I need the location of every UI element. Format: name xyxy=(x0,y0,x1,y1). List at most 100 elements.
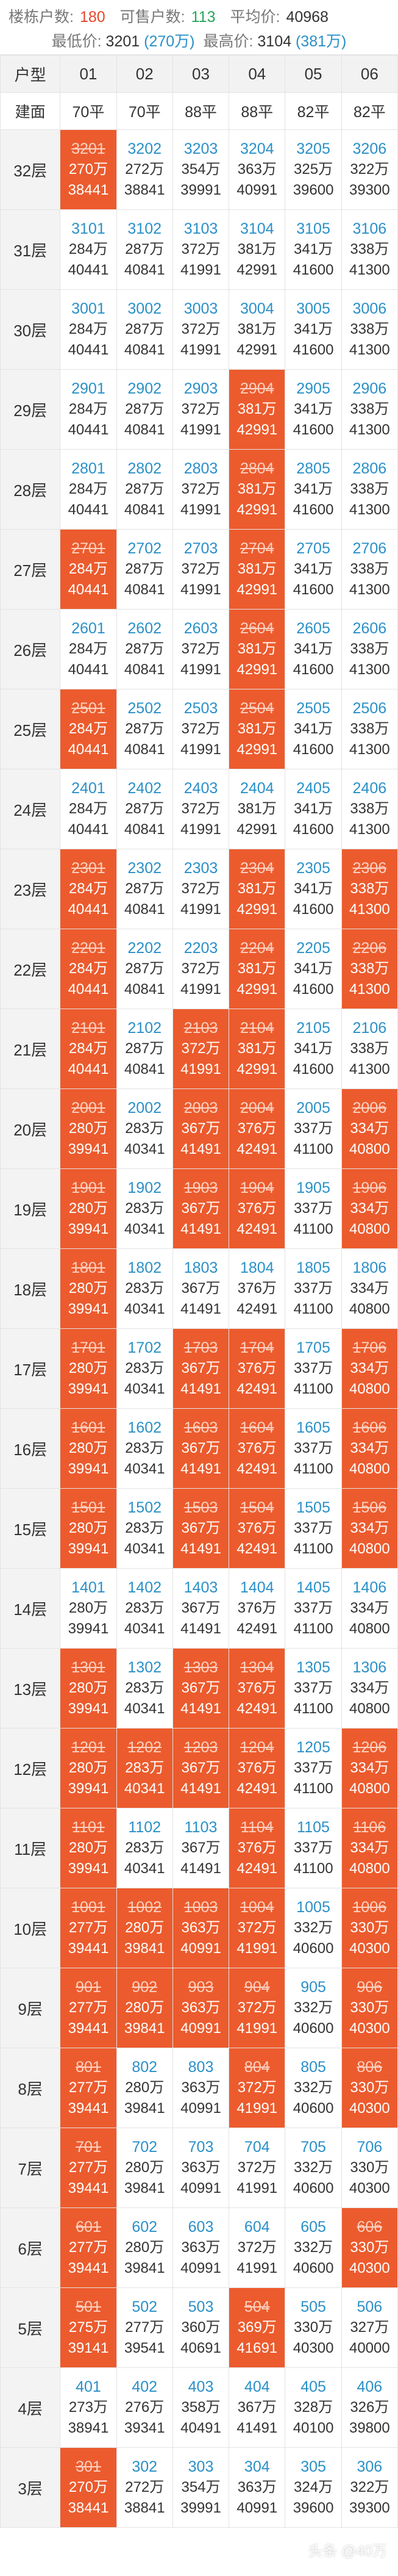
unit-cell-sold[interactable]: 1506 334万 40800 xyxy=(341,1488,398,1569)
unit-cell[interactable]: 1005 332万 40600 xyxy=(285,1888,342,1968)
unit-cell[interactable]: 305 324万 39600 xyxy=(285,2447,342,2528)
unit-cell[interactable]: 3203 354万 39991 xyxy=(172,129,230,210)
unit-cell-sold[interactable]: 1201 280万 39941 xyxy=(60,1728,117,1808)
unit-cell[interactable]: 1806 334万 40800 xyxy=(341,1248,398,1329)
unit-cell[interactable]: 1502 283万 40341 xyxy=(116,1488,173,1569)
unit-cell[interactable]: 802 280万 39841 xyxy=(116,2048,173,2128)
unit-cell[interactable]: 1702 283万 40341 xyxy=(116,1328,173,1409)
unit-cell[interactable]: 2901 284万 40441 xyxy=(60,369,117,450)
unit-cell-sold[interactable]: 2301 284万 40441 xyxy=(60,849,117,929)
unit-cell-sold[interactable]: 806 330万 40300 xyxy=(341,2048,398,2128)
unit-cell[interactable]: 3202 272万 38841 xyxy=(116,129,173,210)
unit-cell[interactable]: 3002 287万 40841 xyxy=(116,289,173,370)
unit-cell[interactable]: 2706 338万 41300 xyxy=(341,529,398,610)
unit-cell-sold[interactable]: 1204 376万 42491 xyxy=(229,1728,286,1808)
unit-cell-sold[interactable]: 2201 284万 40441 xyxy=(60,929,117,1009)
unit-cell-sold[interactable]: 2704 381万 42991 xyxy=(229,529,286,610)
unit-cell[interactable]: 1103 367万 41491 xyxy=(172,1808,230,1888)
unit-cell[interactable]: 603 363万 40991 xyxy=(172,2207,230,2288)
unit-cell[interactable]: 502 277万 39541 xyxy=(116,2287,173,2368)
unit-cell[interactable]: 1105 337万 41100 xyxy=(285,1808,342,1888)
unit-cell-sold[interactable]: 1701 280万 39941 xyxy=(60,1328,117,1409)
unit-cell[interactable]: 706 330万 40300 xyxy=(341,2128,398,2208)
unit-cell-sold[interactable]: 801 277万 39441 xyxy=(60,2048,117,2128)
unit-cell-sold[interactable]: 1603 367万 41491 xyxy=(172,1408,230,1489)
unit-cell[interactable]: 1306 334万 40800 xyxy=(341,1648,398,1729)
unit-cell-sold[interactable]: 2206 338万 41300 xyxy=(341,929,398,1009)
unit-cell-sold[interactable]: 1002 280万 39841 xyxy=(116,1888,173,1968)
unit-cell[interactable]: 1902 283万 40341 xyxy=(116,1168,173,1249)
unit-cell[interactable]: 503 360万 40691 xyxy=(172,2287,230,2368)
unit-cell[interactable]: 506 327万 40000 xyxy=(341,2287,398,2368)
unit-cell[interactable]: 3205 325万 39600 xyxy=(285,129,342,210)
unit-cell-sold[interactable]: 1106 334万 40800 xyxy=(341,1808,398,1888)
unit-cell-sold[interactable]: 1001 277万 39441 xyxy=(60,1888,117,1968)
unit-cell-sold[interactable]: 1301 280万 39941 xyxy=(60,1648,117,1729)
unit-cell[interactable]: 403 358万 40491 xyxy=(172,2367,230,2448)
unit-cell-sold[interactable]: 1206 334万 40800 xyxy=(341,1728,398,1808)
unit-cell[interactable]: 2806 338万 41300 xyxy=(341,449,398,530)
unit-cell[interactable]: 2905 341万 41600 xyxy=(285,369,342,450)
unit-cell[interactable]: 1405 337万 41100 xyxy=(285,1568,342,1649)
unit-cell-sold[interactable]: 2604 381万 42991 xyxy=(229,609,286,689)
unit-cell[interactable]: 2903 372万 41991 xyxy=(172,369,230,450)
unit-cell-sold[interactable]: 906 330万 40300 xyxy=(341,1968,398,2048)
unit-cell-sold[interactable]: 1304 376万 42491 xyxy=(229,1648,286,1729)
unit-cell-sold[interactable]: 606 330万 40300 xyxy=(341,2207,398,2288)
unit-cell-sold[interactable]: 2904 381万 42991 xyxy=(229,369,286,450)
unit-cell-sold[interactable]: 1006 330万 40300 xyxy=(341,1888,398,1968)
unit-cell-sold[interactable]: 1703 367万 41491 xyxy=(172,1328,230,1409)
unit-cell-sold[interactable]: 2006 334万 40800 xyxy=(341,1088,398,1169)
unit-cell[interactable]: 1406 334万 40800 xyxy=(341,1568,398,1649)
unit-cell-sold[interactable]: 1003 363万 40991 xyxy=(172,1888,230,1968)
unit-cell[interactable]: 1803 367万 41491 xyxy=(172,1248,230,1329)
unit-cell[interactable]: 3104 381万 42991 xyxy=(229,209,286,290)
unit-cell-sold[interactable]: 2101 284万 40441 xyxy=(60,1009,117,1089)
unit-cell-sold[interactable]: 1203 367万 41491 xyxy=(172,1728,230,1808)
unit-cell[interactable]: 1605 337万 41100 xyxy=(285,1408,342,1489)
unit-cell-sold[interactable]: 301 270万 38441 xyxy=(60,2447,117,2528)
unit-cell[interactable]: 3004 381万 42991 xyxy=(229,289,286,370)
unit-cell[interactable]: 2601 284万 40441 xyxy=(60,609,117,689)
unit-cell[interactable]: 3206 322万 39300 xyxy=(341,129,398,210)
unit-cell[interactable]: 1802 283万 40341 xyxy=(116,1248,173,1329)
unit-cell-sold[interactable]: 1704 376万 42491 xyxy=(229,1328,286,1409)
unit-cell-sold[interactable]: 904 372万 41991 xyxy=(229,1968,286,2048)
unit-cell-sold[interactable]: 504 369万 41691 xyxy=(229,2287,286,2368)
unit-cell-sold[interactable]: 2204 381万 42991 xyxy=(229,929,286,1009)
unit-cell[interactable]: 702 280万 39841 xyxy=(116,2128,173,2208)
unit-cell[interactable]: 1205 337万 41100 xyxy=(285,1728,342,1808)
unit-cell-sold[interactable]: 2701 284万 40441 xyxy=(60,529,117,610)
unit-cell[interactable]: 3204 363万 40991 xyxy=(229,129,286,210)
unit-cell[interactable]: 1705 337万 41100 xyxy=(285,1328,342,1409)
unit-cell[interactable]: 1905 337万 41100 xyxy=(285,1168,342,1249)
unit-cell-sold[interactable]: 1903 367万 41491 xyxy=(172,1168,230,1249)
unit-cell[interactable]: 2802 287万 40841 xyxy=(116,449,173,530)
unit-cell[interactable]: 3103 372万 41991 xyxy=(172,209,230,290)
unit-cell-sold[interactable]: 2304 381万 42991 xyxy=(229,849,286,929)
unit-cell[interactable]: 2502 287万 40841 xyxy=(116,689,173,769)
unit-cell-sold[interactable]: 1601 280万 39941 xyxy=(60,1408,117,1489)
unit-cell[interactable]: 602 280万 39841 xyxy=(116,2207,173,2288)
unit-cell-sold[interactable]: 1801 280万 39941 xyxy=(60,1248,117,1329)
unit-cell[interactable]: 1403 367万 41491 xyxy=(172,1568,230,1649)
unit-cell[interactable]: 2603 372万 41991 xyxy=(172,609,230,689)
unit-cell-sold[interactable]: 902 280万 39841 xyxy=(116,1968,173,2048)
unit-cell[interactable]: 1602 283万 40341 xyxy=(116,1408,173,1489)
unit-cell-sold[interactable]: 1202 283万 40341 xyxy=(116,1728,173,1808)
unit-cell-sold[interactable]: 701 277万 39441 xyxy=(60,2128,117,2208)
unit-cell-sold[interactable]: 1904 376万 42491 xyxy=(229,1168,286,1249)
unit-cell[interactable]: 2505 341万 41600 xyxy=(285,689,342,769)
unit-cell[interactable]: 2002 283万 40341 xyxy=(116,1088,173,1169)
unit-cell[interactable]: 2606 338万 41300 xyxy=(341,609,398,689)
unit-cell-sold[interactable]: 1303 367万 41491 xyxy=(172,1648,230,1729)
unit-cell[interactable]: 402 276万 39341 xyxy=(116,2367,173,2448)
unit-cell-sold[interactable]: 3201 270万 38441 xyxy=(60,129,117,210)
unit-cell-sold[interactable]: 1501 280万 39941 xyxy=(60,1488,117,1569)
unit-cell[interactable]: 1102 283万 40341 xyxy=(116,1808,173,1888)
unit-cell[interactable]: 304 363万 40991 xyxy=(229,2447,286,2528)
unit-cell-sold[interactable]: 2104 381万 42991 xyxy=(229,1009,286,1089)
unit-cell-sold[interactable]: 1504 376万 42491 xyxy=(229,1488,286,1569)
unit-cell[interactable]: 3101 284万 40441 xyxy=(60,209,117,290)
unit-cell[interactable]: 3006 338万 41300 xyxy=(341,289,398,370)
